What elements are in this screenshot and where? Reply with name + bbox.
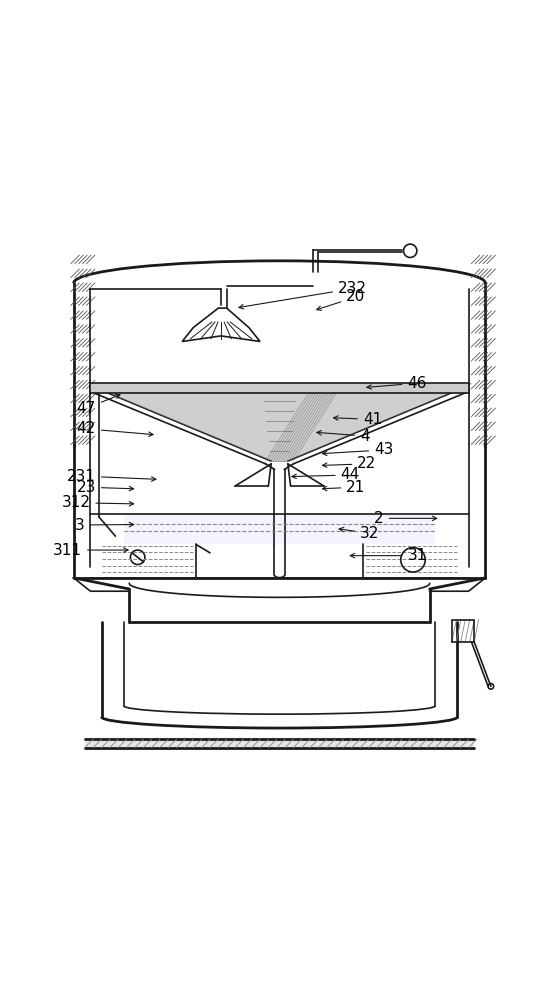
Text: 3: 3: [75, 518, 134, 533]
Text: 32: 32: [339, 526, 380, 541]
Text: 232: 232: [239, 281, 367, 309]
Text: 21: 21: [323, 480, 366, 495]
Text: 47: 47: [77, 394, 120, 416]
Bar: [85, 739, 474, 748]
Text: 31: 31: [350, 548, 427, 563]
Text: 2: 2: [374, 511, 437, 526]
Text: 43: 43: [323, 442, 394, 457]
Text: 311: 311: [53, 543, 128, 558]
Bar: [452, 620, 474, 642]
Bar: [91, 383, 468, 393]
Text: 231: 231: [67, 469, 156, 484]
Polygon shape: [107, 393, 452, 461]
Text: 42: 42: [77, 421, 153, 436]
Text: 20: 20: [317, 289, 366, 310]
Text: 23: 23: [77, 480, 134, 495]
Text: 44: 44: [292, 467, 360, 482]
Text: 4: 4: [317, 429, 369, 444]
Text: 22: 22: [323, 456, 377, 471]
Text: 312: 312: [61, 495, 134, 510]
Text: 41: 41: [334, 412, 382, 427]
Text: 46: 46: [367, 376, 427, 391]
Bar: [124, 514, 435, 544]
